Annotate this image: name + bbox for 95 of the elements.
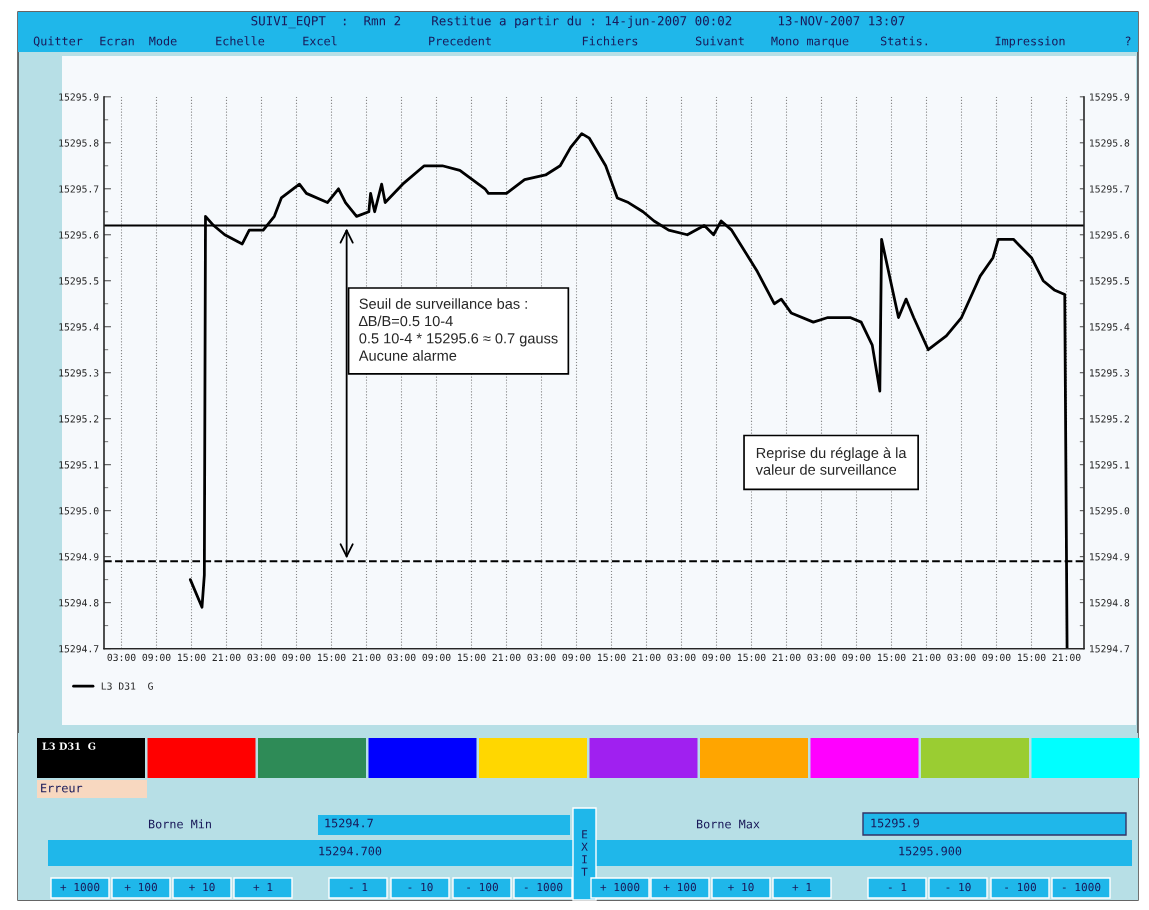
y2-tick-label: 15295.9 bbox=[1090, 93, 1130, 101]
text: 15294.700 bbox=[319, 846, 382, 856]
y2-tick-label: 15295.0 bbox=[1090, 507, 1130, 515]
text: Mode bbox=[149, 36, 177, 46]
y-tick-label: 15294.8 bbox=[59, 599, 99, 607]
x-tick-label: 09:00 bbox=[562, 653, 591, 662]
x-tick-label: 21:00 bbox=[632, 653, 661, 662]
x-tick-label: 15:00 bbox=[878, 653, 906, 662]
text: Borne Max bbox=[696, 819, 760, 829]
y-tick-label: 15295.3 bbox=[59, 369, 99, 377]
x-tick-label: 09:00 bbox=[422, 653, 451, 662]
x-tick-label: 21:00 bbox=[1052, 653, 1081, 662]
text: - 1 bbox=[888, 882, 907, 892]
y-tick-label: 15295.8 bbox=[59, 139, 99, 147]
text: + 1000 bbox=[60, 882, 100, 892]
text: Statis. bbox=[880, 36, 928, 46]
y-tick-label: 15295.7 bbox=[59, 185, 99, 193]
x-tick-label: 15:00 bbox=[318, 653, 346, 662]
text: - 100 bbox=[1005, 882, 1036, 892]
annotation: Seuil de surveillance bas : ∆B/B=0.5 10-4 0.5 10-4 * 15295.6 ≈ 0.7 gauss Aucune alarme bbox=[358, 298, 558, 361]
text: Erreur bbox=[41, 783, 83, 793]
y-tick-label: 15295.4 bbox=[59, 323, 99, 331]
y-tick-label: 15295.2 bbox=[59, 415, 99, 423]
y-tick-label: 15295.5 bbox=[59, 277, 99, 285]
text: - 1 bbox=[349, 882, 368, 892]
x-tick-label: 03:00 bbox=[107, 653, 136, 662]
y-tick-label: 15295.1 bbox=[59, 461, 99, 469]
x-tick-label: 03:00 bbox=[807, 653, 836, 662]
text: + 1 bbox=[792, 882, 812, 892]
text: Echelle bbox=[216, 36, 265, 46]
chart-title: SUIVI_EQPT : Rmn 2 Restitue a partir du : 14-jun-2007 00:02 13-NOV-2007 13:07 bbox=[251, 15, 905, 29]
text: Suivant bbox=[695, 36, 744, 46]
text: + 100 bbox=[124, 882, 157, 892]
y2-tick-label: 15295.2 bbox=[1090, 415, 1130, 423]
y2-tick-label: 15295.5 bbox=[1090, 277, 1130, 285]
x-tick-label: 09:00 bbox=[982, 653, 1011, 662]
text: Ecran bbox=[100, 36, 134, 46]
text: + 10 bbox=[728, 882, 754, 892]
text: 15294.7 bbox=[325, 818, 373, 828]
text: Impression bbox=[995, 36, 1065, 48]
y2-tick-label: 15295.3 bbox=[1090, 369, 1130, 377]
text: + 1 bbox=[253, 882, 273, 892]
text: - 1000 bbox=[1062, 882, 1101, 892]
text: 15295.900 bbox=[899, 846, 962, 856]
x-tick-label: 15:00 bbox=[598, 653, 626, 662]
text: + 10 bbox=[189, 882, 215, 892]
x-tick-label: 21:00 bbox=[772, 653, 801, 662]
y-tick-label: 15294.7 bbox=[59, 645, 99, 653]
x-tick-label: 15:00 bbox=[1018, 653, 1046, 662]
text: + 100 bbox=[663, 882, 696, 892]
x-tick-label: 03:00 bbox=[667, 653, 696, 662]
text: Fichiers bbox=[582, 36, 638, 46]
y-tick-label: 15295.9 bbox=[59, 93, 99, 101]
text: 15295.9 bbox=[871, 818, 919, 828]
text: - 100 bbox=[467, 882, 498, 892]
text: + 1000 bbox=[600, 882, 640, 892]
text: Borne Min bbox=[148, 819, 211, 829]
x-tick-label: 09:00 bbox=[702, 653, 731, 662]
x-tick-label: 21:00 bbox=[492, 653, 521, 662]
text: Quitter bbox=[33, 36, 83, 47]
y2-tick-label: 15295.6 bbox=[1090, 231, 1130, 239]
text: - 10 bbox=[946, 882, 971, 892]
text: - 1000 bbox=[524, 882, 563, 892]
text: Mono marque bbox=[771, 36, 849, 48]
x-tick-label: 15:00 bbox=[738, 653, 766, 662]
x-tick-label: 03:00 bbox=[947, 653, 976, 662]
y2-tick-label: 15295.7 bbox=[1090, 185, 1130, 193]
annotation: Reprise du réglage à la valeur de surveillance bbox=[755, 447, 907, 475]
y-tick-label: 15294.9 bbox=[59, 553, 99, 561]
x-tick-label: 03:00 bbox=[247, 653, 276, 662]
text: ? bbox=[1125, 36, 1131, 46]
x-tick-label: 03:00 bbox=[527, 653, 556, 662]
text: Precedent bbox=[429, 36, 491, 46]
legend-label: L3 D31 G bbox=[101, 682, 153, 690]
x-tick-label: 21:00 bbox=[912, 653, 941, 662]
x-tick-label: 09:00 bbox=[282, 653, 311, 662]
y-tick-label: 15295.0 bbox=[59, 507, 99, 515]
y2-tick-label: 15295.8 bbox=[1090, 139, 1130, 147]
y-tick-label: 15295.6 bbox=[59, 231, 99, 239]
text: Excel bbox=[303, 36, 337, 46]
x-tick-label: 15:00 bbox=[178, 653, 206, 662]
x-tick-label: 09:00 bbox=[842, 653, 871, 662]
text: - 10 bbox=[408, 882, 433, 892]
y2-tick-label: 15294.9 bbox=[1090, 553, 1130, 561]
x-tick-label: 03:00 bbox=[387, 653, 416, 662]
y2-tick-label: 15294.8 bbox=[1090, 599, 1130, 607]
text: EXIT bbox=[581, 830, 588, 876]
y2-tick-label: 15294.7 bbox=[1090, 645, 1130, 653]
y2-tick-label: 15295.4 bbox=[1090, 323, 1130, 331]
y2-tick-label: 15295.1 bbox=[1090, 461, 1130, 469]
x-tick-label: 15:00 bbox=[458, 653, 486, 662]
x-tick-label: 09:00 bbox=[142, 653, 171, 662]
x-tick-label: 21:00 bbox=[212, 653, 241, 662]
x-tick-label: 21:00 bbox=[352, 653, 381, 662]
text: L3 D31 G bbox=[42, 742, 96, 750]
